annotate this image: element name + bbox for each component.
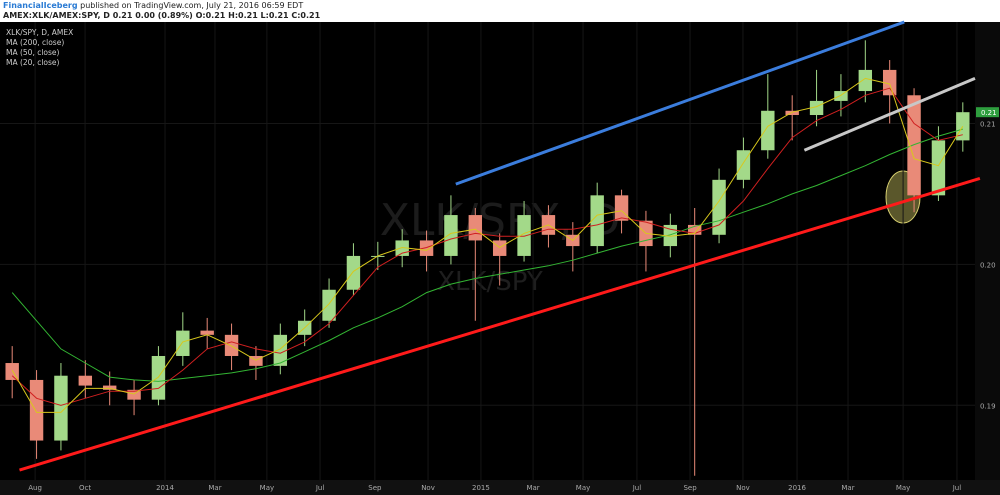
candle-body [444,215,458,256]
y-tick-label: 0.19 [980,402,996,410]
candle-body [273,334,288,366]
candle-body [956,112,970,141]
candle-body [322,289,336,321]
x-tick-label: Oct [79,484,91,492]
candle-body [858,69,873,92]
x-tick-label: Jul [952,484,962,492]
candle-body [785,110,799,116]
candle-body [761,110,775,151]
candle-body [29,379,44,441]
candle-body [346,255,361,290]
x-tick-label: Mar [208,484,221,492]
candle-body [419,240,434,256]
y-tick-label: 0.20 [980,261,996,269]
x-tick-label: 2015 [472,484,490,492]
trendline [803,77,976,152]
y-tick-label: 0.21 [980,120,996,128]
price-axis [975,22,1000,480]
candle-body [151,355,166,400]
header: FinancialIceberg published on TradingVie… [0,0,1000,22]
last-price-tag [976,107,999,118]
legend-entry: MA (200, close) [6,38,64,47]
trendline [455,20,905,186]
candle-body [492,240,507,256]
x-tick-label: Mar [841,484,854,492]
x-tick-label: Nov [421,484,435,492]
x-tick-label: Sep [368,484,382,492]
author[interactable]: FinancialIceberg [3,1,78,10]
candle-body [614,195,629,221]
x-tick-label: Jul [632,484,642,492]
ma-line [11,128,963,382]
candle-body [54,375,68,441]
x-tick-label: May [260,484,274,492]
x-tick-label: 2016 [788,484,806,492]
symbol-line: AMEX:XLK/AMEX:SPY, D 0.21 0.00 (0.89%) O… [3,11,321,20]
candle-body [736,150,751,180]
x-tick-label: 2014 [156,484,174,492]
x-tick-label: Nov [736,484,750,492]
candle-body [809,100,824,116]
trendline [19,176,981,472]
x-tick-label: Sep [683,484,697,492]
publish-line: FinancialIceberg published on TradingVie… [3,1,303,11]
watermark-sub: XLK/SPY [437,267,543,297]
candle-body [127,389,141,400]
x-tick-label: Jul [315,484,325,492]
candle-body [687,224,702,235]
candle-body [102,385,117,390]
legend-entry: MA (50, close) [6,48,60,57]
candle-body [834,91,848,101]
x-tick-label: May [896,484,910,492]
candle-body [224,334,239,356]
candle-body [200,330,214,335]
x-tick-label: May [576,484,590,492]
candle-body [931,140,946,196]
ma-line [11,77,964,413]
x-tick-label: Aug [28,484,42,492]
candle-body [176,330,190,356]
publish-info: published on TradingView.com, July 21, 2… [77,1,304,10]
candle-body [590,195,604,247]
candle-body [517,215,531,256]
legend-title: XLK/SPY, D, AMEX [6,28,73,37]
ma-line [11,87,963,406]
time-axis [0,480,1000,495]
legend-entry: MA (20, close) [6,58,60,67]
last-price-label: 0.21 [981,109,997,117]
candle-body [907,95,921,196]
candle-body [468,215,483,241]
x-tick-label: Mar [526,484,539,492]
candle-body [78,375,93,386]
candle-body [249,355,263,366]
